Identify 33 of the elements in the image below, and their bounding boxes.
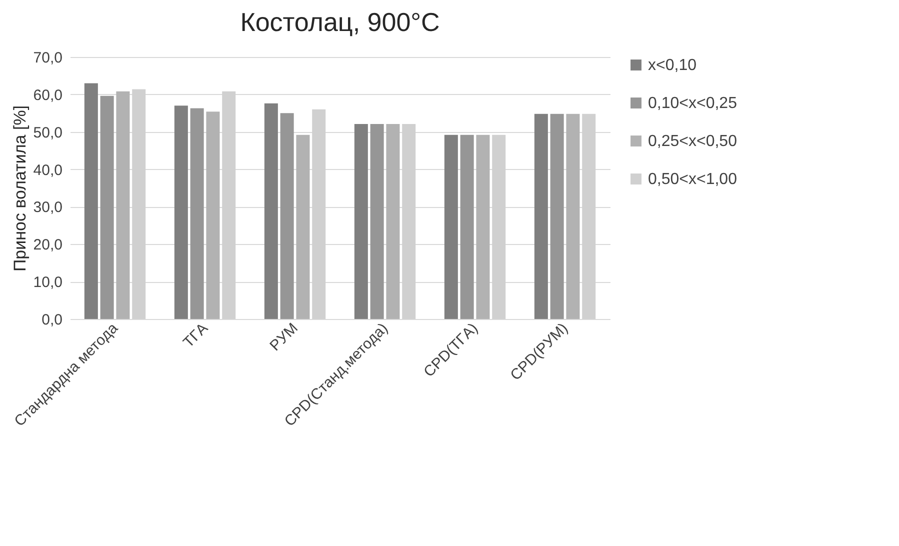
bar (370, 124, 384, 319)
bar (534, 114, 548, 319)
y-tick-label: 20,0 (33, 236, 62, 254)
bar (550, 114, 564, 319)
bar (264, 103, 278, 319)
chart-title: Костолац, 900°C (240, 7, 440, 37)
bar (100, 96, 114, 319)
legend-label: x<0,10 (648, 57, 697, 74)
bar (116, 91, 130, 319)
bar (296, 134, 310, 319)
bar (444, 134, 458, 319)
x-tick-label: TГA (180, 320, 212, 352)
y-tick-label: 30,0 (33, 199, 62, 216)
y-axis-title: Принос волатила [%] (10, 105, 30, 272)
bar (566, 114, 580, 319)
bar (460, 134, 474, 319)
y-tick-label: 50,0 (33, 124, 62, 142)
bar (84, 83, 98, 319)
y-tick-label: 40,0 (33, 162, 62, 179)
bar (190, 108, 204, 319)
legend-label: 0,50<x<1,00 (648, 171, 738, 188)
bar (280, 113, 294, 319)
y-tick-label: 60,0 (33, 86, 62, 104)
legend-label: 0,25<x<0,50 (648, 133, 738, 150)
bar (476, 134, 490, 319)
bar (386, 124, 400, 319)
bar (354, 124, 368, 319)
y-tick-label: 10,0 (33, 274, 62, 292)
bar (174, 106, 188, 319)
y-tick-label: 0,0 (42, 312, 62, 328)
legend-label: 0,10<x<0,25 (648, 95, 738, 112)
y-tick-label: 70,0 (33, 50, 62, 66)
bar (206, 112, 220, 319)
